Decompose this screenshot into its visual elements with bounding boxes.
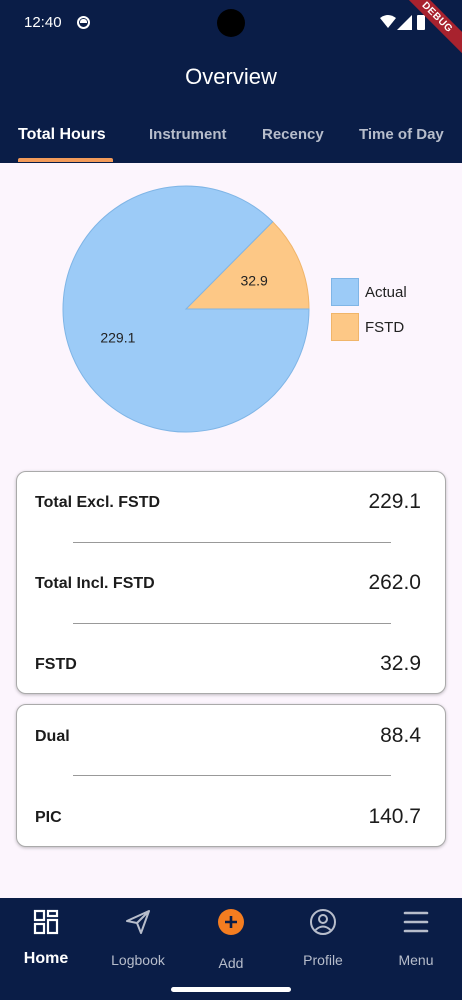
tab-recency[interactable]: Recency [262, 126, 324, 143]
row-dual: Dual 88.4 [17, 720, 447, 760]
row-pic: PIC 140.7 [17, 801, 447, 841]
row-label: PIC [35, 809, 62, 826]
divider [73, 775, 391, 776]
legend-label-actual: Actual [365, 284, 407, 301]
add-circle-icon [218, 909, 244, 935]
hours-chart: 32.9 229.1 Actual FSTD [0, 163, 462, 453]
row-value: 229.1 [368, 490, 421, 513]
menu-icon [403, 911, 429, 933]
divider [73, 542, 391, 543]
bottom-navigation: Home Logbook Add Profile Menu [0, 898, 462, 1000]
row-value: 88.4 [380, 724, 421, 747]
divider [73, 623, 391, 624]
nav-label: Menu [398, 952, 434, 968]
app-bar: 12:40 DEBUG Overview Total Hours Instrum… [0, 0, 462, 163]
pie-label-actual: 229.1 [100, 329, 135, 345]
row-value: 140.7 [368, 805, 421, 828]
pie-chart: 32.9 229.1 [62, 185, 310, 433]
dashboard-icon [33, 909, 59, 935]
row-value: 262.0 [368, 571, 421, 594]
row-label: FSTD [35, 656, 77, 673]
pie-slice-fstd [184, 221, 310, 310]
row-value: 32.9 [380, 652, 421, 675]
row-fstd: FSTD 32.9 [17, 648, 447, 688]
roles-card: Dual 88.4 PIC 140.7 [16, 704, 446, 847]
tab-instrument[interactable]: Instrument [149, 126, 227, 143]
page-title: Overview [185, 64, 277, 89]
sync-icon [77, 16, 90, 29]
nav-label: Profile [303, 952, 343, 968]
legend-swatch-actual [331, 278, 359, 306]
status-time: 12:40 [24, 14, 62, 31]
status-bar: 12:40 [0, 0, 462, 48]
battery-icon [417, 15, 425, 30]
profile-icon [310, 909, 336, 935]
home-indicator [171, 987, 291, 992]
camera-cutout [217, 9, 245, 37]
pie-slice-actual [62, 185, 310, 433]
row-label: Dual [35, 728, 70, 745]
nav-label: Add [218, 955, 244, 971]
legend-label-fstd: FSTD [365, 319, 405, 336]
nav-label: Logbook [111, 952, 165, 968]
pie-label-fstd: 32.9 [241, 273, 268, 289]
tab-bar: Total Hours Instrument Recency Time of D… [0, 118, 462, 163]
row-label: Total Excl. FSTD [35, 494, 161, 511]
wifi-icon [380, 15, 396, 28]
paper-plane-icon [126, 910, 150, 934]
nav-label: Home [23, 950, 69, 967]
row-total-excl-fstd: Total Excl. FSTD 229.1 [17, 486, 447, 526]
row-total-incl-fstd: Total Incl. FSTD 262.0 [17, 567, 447, 607]
tab-time-of-day[interactable]: Time of Day [359, 126, 444, 143]
legend-swatch-fstd [331, 313, 359, 341]
tab-total-hours[interactable]: Total Hours [18, 126, 106, 143]
signal-icon [397, 15, 412, 30]
tab-indicator [18, 158, 113, 162]
row-label: Total Incl. FSTD [35, 575, 155, 592]
totals-card: Total Excl. FSTD 229.1 Total Incl. FSTD … [16, 471, 446, 694]
